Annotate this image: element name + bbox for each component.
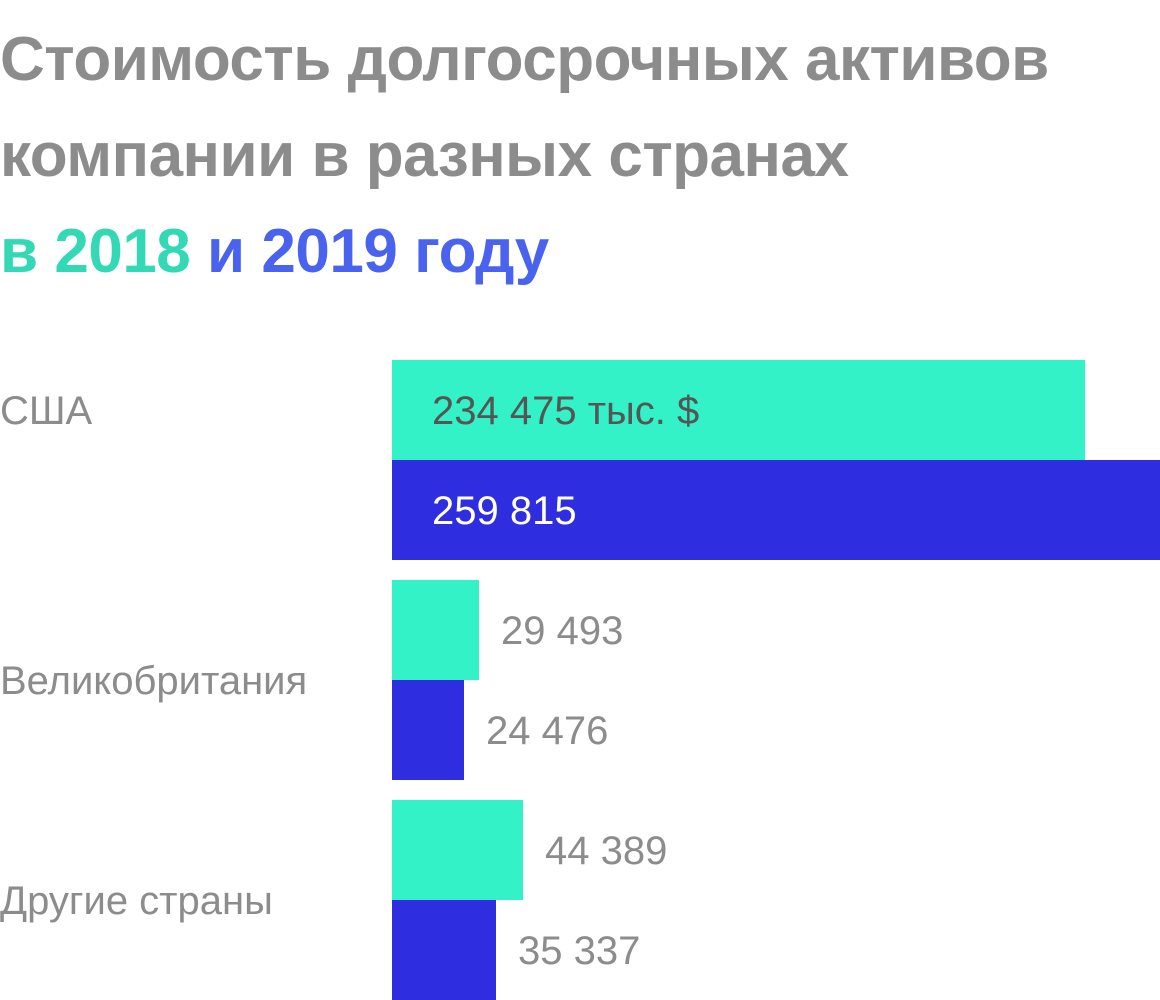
bar-2019 — [392, 680, 464, 780]
data-label: 29 493 — [501, 609, 623, 653]
title-year-2018: 2018 — [54, 217, 191, 286]
bar-2018 — [392, 360, 1085, 460]
category-label: США — [0, 389, 93, 433]
bar-2019 — [392, 460, 1160, 560]
data-label: 24 476 — [486, 709, 608, 753]
title-line-3: в 2018 и 2019 году — [0, 204, 1160, 300]
chart-title: Стоимость долгосрочных активов компании … — [0, 12, 1160, 300]
title-line-2: компании в разных странах — [0, 121, 849, 190]
bar-2018 — [392, 580, 479, 680]
title-line-1: Стоимость долгосрочных активов — [0, 25, 1049, 94]
bar-2018 — [392, 800, 523, 900]
title-suffix: году — [414, 217, 549, 286]
category-label: Великобритания — [0, 659, 307, 703]
bar-2019 — [392, 900, 496, 1000]
data-label: 44 389 — [545, 829, 667, 873]
title-prefix: в — [0, 217, 38, 286]
data-label: 35 337 — [518, 929, 640, 973]
title-year-2019: 2019 — [261, 217, 398, 286]
data-label: 259 815 — [432, 489, 577, 533]
data-label: 234 475 тыс. $ — [432, 389, 699, 433]
title-conjunction: и — [207, 217, 245, 286]
category-label: Другие страны — [0, 879, 273, 923]
